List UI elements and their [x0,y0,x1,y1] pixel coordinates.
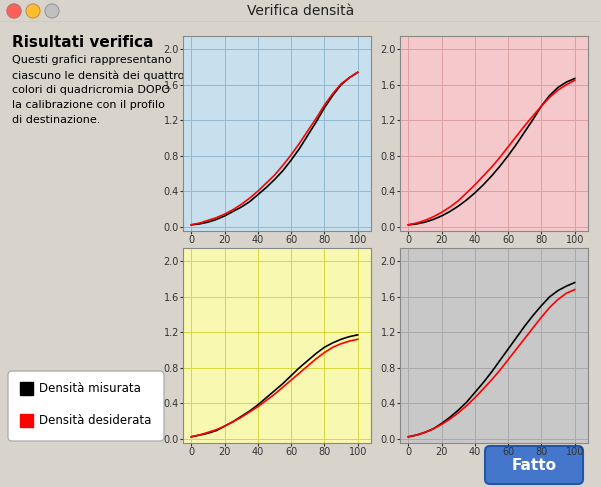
Text: Risultati verifica: Risultati verifica [12,35,153,50]
FancyBboxPatch shape [485,446,583,484]
Text: Questi grafici rappresentano
ciascuno le densità dei quattro
colori di quadricro: Questi grafici rappresentano ciascuno le… [12,55,185,125]
Bar [20,414,33,427]
Text: Fatto: Fatto [511,457,557,472]
Circle shape [7,4,21,18]
Text: Densità desiderata: Densità desiderata [39,414,151,428]
Circle shape [26,4,40,18]
Bar [20,382,33,395]
Text: Verifica densità: Verifica densità [247,4,354,18]
Text: Densità misurata: Densità misurata [39,381,141,394]
Circle shape [45,4,59,18]
FancyBboxPatch shape [8,371,164,441]
